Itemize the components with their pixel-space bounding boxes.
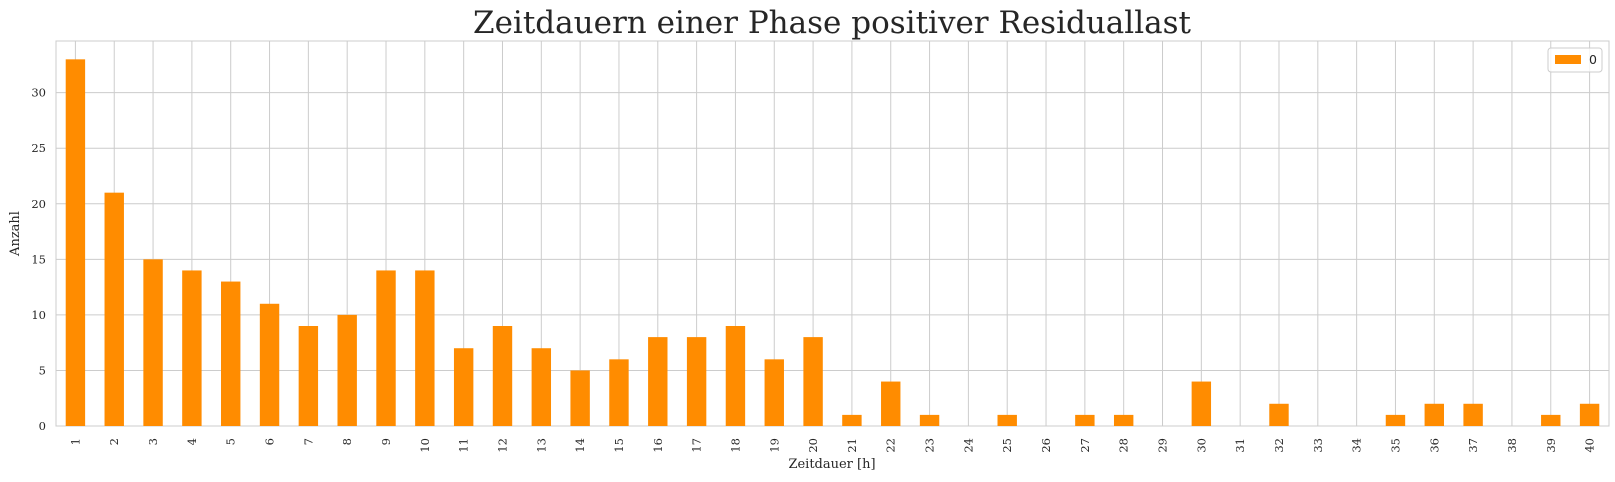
- x-tick-label: 34: [1350, 438, 1364, 453]
- x-tick-label: 20: [806, 438, 820, 453]
- bar: [65, 59, 86, 426]
- bar: [104, 192, 124, 426]
- bar: [881, 381, 901, 426]
- x-tick-label: 1: [68, 438, 82, 445]
- bar: [182, 270, 202, 426]
- x-tick-label: 31: [1233, 438, 1247, 453]
- x-tick-label: 3: [146, 438, 160, 445]
- x-tick-label: 21: [845, 438, 859, 453]
- x-tick-label: 25: [1000, 438, 1014, 453]
- x-tick-label: 4: [185, 438, 199, 445]
- x-tick-label: 38: [1505, 438, 1519, 453]
- bar: [492, 326, 513, 426]
- x-tick-label: 22: [884, 438, 898, 453]
- x-tick-label: 24: [961, 438, 975, 453]
- bar: [298, 326, 319, 426]
- y-tick-label: 15: [31, 252, 46, 266]
- x-tick-label: 6: [263, 438, 277, 445]
- bar: [221, 281, 241, 426]
- x-tick-label: 26: [1039, 438, 1053, 453]
- bar: [1541, 414, 1561, 426]
- x-axis-ticks: 1 2 3 4 5 6 7 8 9 10 11 12 13 14 15 16 17 18 19 20 21 22 23 24 2…: [68, 438, 1596, 453]
- x-tick-label: 28: [1117, 438, 1131, 453]
- legend-swatch: [1555, 55, 1581, 64]
- bar: [1385, 414, 1406, 426]
- y-tick-label: 25: [31, 141, 46, 155]
- x-tick-label: 23: [923, 438, 937, 453]
- bar: [648, 337, 668, 426]
- bar: [143, 259, 163, 426]
- bar: [803, 337, 823, 426]
- bar: [376, 270, 396, 426]
- x-tick-label: 19: [767, 438, 781, 453]
- bar: [1075, 414, 1095, 426]
- x-tick-label: 18: [728, 438, 742, 453]
- y-tick-label: 5: [39, 363, 46, 377]
- x-tick-label: 9: [379, 438, 393, 445]
- plot-area: [55, 40, 1610, 427]
- x-tick-label: 15: [612, 438, 626, 453]
- bar: [259, 303, 280, 426]
- bar: [1191, 381, 1212, 426]
- x-tick-label: 35: [1388, 438, 1402, 453]
- y-tick-label: 20: [31, 197, 46, 211]
- x-tick-label: 17: [690, 438, 704, 453]
- x-tick-label: 29: [1156, 438, 1170, 453]
- x-tick-label: 30: [1194, 438, 1208, 453]
- bar: [337, 314, 357, 426]
- x-tick-label: 36: [1427, 438, 1441, 453]
- x-tick-label: 39: [1544, 438, 1558, 453]
- bar: [415, 270, 435, 426]
- y-axis-ticks: 0 5 10 15 20 25 30: [31, 86, 46, 433]
- bar: [842, 414, 862, 426]
- bar: [453, 348, 474, 426]
- x-tick-label: 37: [1466, 438, 1480, 453]
- bar: [1113, 414, 1134, 426]
- x-tick-label: 40: [1583, 438, 1597, 453]
- x-tick-label: 13: [534, 438, 548, 453]
- bars: [65, 59, 1600, 426]
- y-tick-label: 10: [31, 308, 46, 322]
- bar: [531, 348, 552, 426]
- x-tick-label: 16: [651, 438, 665, 453]
- bar: [919, 414, 940, 426]
- bar: [1269, 403, 1289, 426]
- x-axis-label: Zeitdauer [h]: [788, 457, 875, 472]
- x-tick-label: 11: [457, 438, 471, 453]
- legend-label: 0: [1589, 52, 1597, 67]
- x-tick-label: 27: [1078, 438, 1092, 453]
- grid-lines: [56, 41, 1609, 427]
- y-axis-label: Anzahl: [8, 211, 23, 257]
- bar: [764, 359, 784, 426]
- legend: 0: [1547, 47, 1603, 73]
- x-tick-label: 5: [224, 438, 238, 445]
- bar: [997, 414, 1017, 426]
- y-tick-label: 0: [39, 419, 46, 433]
- bar: [1579, 403, 1600, 426]
- bar: [609, 359, 629, 426]
- x-tick-label: 10: [418, 438, 432, 453]
- x-tick-label: 7: [301, 438, 315, 445]
- chart-title: Zeitdauern einer Phase positiver Residua…: [473, 5, 1191, 41]
- x-tick-label: 8: [340, 438, 354, 445]
- bar: [1463, 403, 1483, 426]
- x-tick-label: 32: [1272, 438, 1286, 453]
- y-tick-label: 30: [31, 86, 46, 100]
- x-tick-label: 33: [1311, 438, 1325, 453]
- x-tick-label: 2: [107, 438, 121, 445]
- bar: [1424, 403, 1444, 426]
- x-tick-label: 14: [573, 438, 587, 453]
- bar: [570, 370, 590, 426]
- bar: [725, 326, 746, 426]
- bar: [686, 337, 707, 426]
- x-tick-label: 12: [495, 438, 509, 453]
